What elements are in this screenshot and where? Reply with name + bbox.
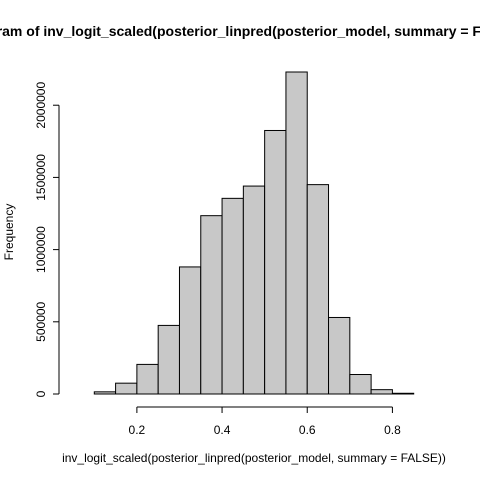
histogram-bar [306, 184, 330, 395]
histogram-bar [328, 316, 351, 395]
histogram-bars [93, 71, 415, 395]
y-tick-label: 500000 [34, 301, 48, 341]
histogram-bar [391, 392, 415, 395]
y-tick-label: 1000000 [34, 226, 48, 273]
histogram-bar [200, 215, 223, 395]
y-tick-label: 1500000 [34, 154, 48, 201]
x-tick-label: 0.2 [129, 423, 146, 437]
histogram-bar [93, 391, 117, 395]
histogram-bar [370, 389, 393, 395]
y-tick-label: 0 [34, 390, 48, 397]
histogram-bar [242, 185, 266, 395]
histogram-bar [115, 382, 138, 395]
histogram-bar [157, 324, 180, 395]
y-axis: 0 500000 1000000 1500000 2000000 [34, 82, 60, 397]
x-tick-label: 0.8 [384, 423, 401, 437]
chart-title: Histogram of inv_logit_scaled(posterior_… [0, 23, 480, 39]
histogram-bar [136, 363, 159, 395]
x-tick-label: 0.6 [299, 423, 316, 437]
x-axis-label: inv_logit_scaled(posterior_linpred(poste… [62, 451, 446, 465]
histogram-bar [285, 71, 308, 395]
y-axis-label: Frequency [2, 204, 16, 261]
histogram-bar [221, 197, 244, 395]
y-tick-label: 2000000 [34, 82, 48, 129]
histogram-bar [178, 266, 202, 395]
x-tick-label: 0.4 [214, 423, 231, 437]
x-axis: 0.2 0.4 0.6 0.8 [129, 406, 401, 437]
histogram-bar [264, 129, 287, 395]
histogram-bar [349, 374, 372, 395]
